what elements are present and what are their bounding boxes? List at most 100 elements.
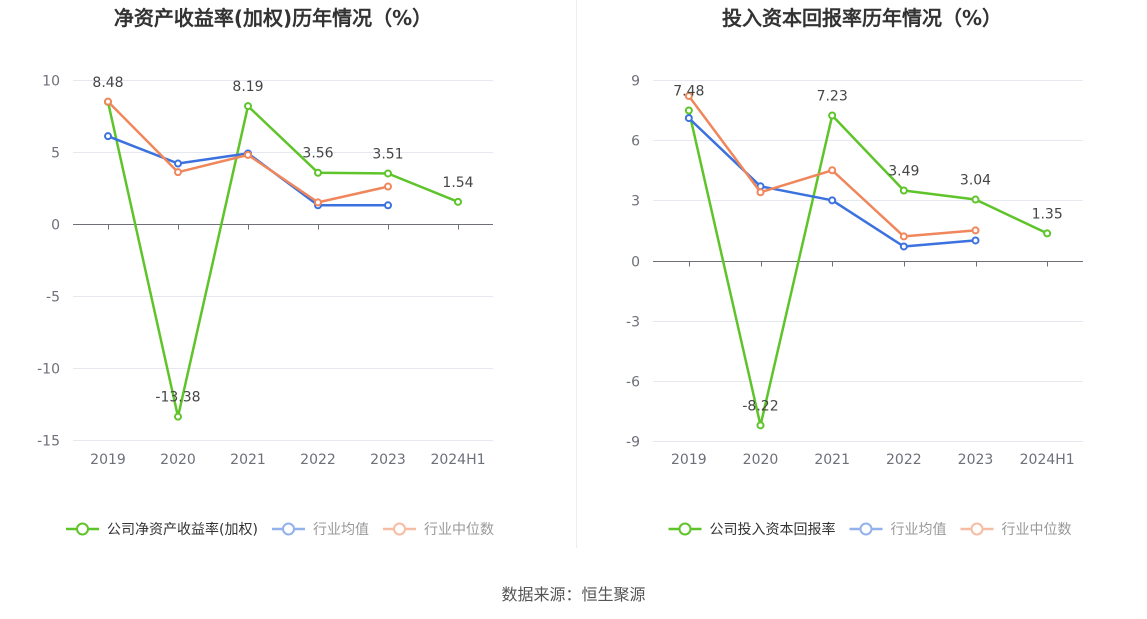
x-tick-label: 2022	[886, 452, 922, 468]
x-tick-label: 2020	[743, 452, 779, 468]
legend-marker	[970, 522, 984, 536]
data-point	[971, 195, 980, 204]
legend-item[interactable]: 公司投入资本回报率	[668, 521, 836, 538]
legend-label: 行业均值	[313, 522, 369, 538]
legend-marker	[393, 522, 406, 536]
data-point	[756, 421, 765, 430]
legend-line-marker-icon	[960, 522, 994, 536]
series-group	[684, 92, 980, 241]
x-tick-label: 2021	[230, 452, 266, 468]
y-tick-label: 0	[631, 255, 640, 271]
y-tick-label: -5	[46, 290, 60, 306]
data-point	[756, 188, 765, 197]
source-note: 数据来源：恒生聚源	[501, 585, 646, 604]
legend-line-marker-icon	[668, 522, 702, 536]
legend-item[interactable]: 行业均值	[849, 522, 947, 538]
x-tick-label: 2021	[814, 452, 850, 468]
legend-line-marker-icon	[66, 522, 99, 536]
data-point	[384, 182, 392, 191]
chart-panel-1: 投入资本回报率历年情况（%） 9 6 3 0 -3 -6 -9 2019 2020 2021 2022…	[626, 6, 1083, 538]
data-label: 3.51	[372, 146, 403, 162]
data-point	[244, 150, 252, 159]
x-tick-label: 2023	[958, 452, 994, 468]
data-label: 8.19	[232, 79, 263, 95]
data-point	[384, 169, 392, 178]
y-tick-label: 0	[51, 218, 60, 234]
data-point	[684, 92, 693, 101]
y-tick-label: 5	[51, 146, 60, 162]
chart-title: 投入资本回报率历年情况（%）	[722, 6, 1002, 30]
data-point	[454, 197, 462, 206]
data-label: 3.49	[888, 164, 919, 180]
data-label: -8.22	[742, 398, 778, 414]
legend-item[interactable]: 公司净资产收益率(加权)	[66, 521, 258, 538]
series-group	[684, 114, 980, 251]
legend-item[interactable]: 行业中位数	[960, 522, 1072, 538]
data-point	[971, 226, 980, 235]
legend-label: 公司净资产收益率(加权)	[107, 521, 258, 538]
chart-panel-0: 净资产收益率(加权)历年情况（%） 10 5 0 -5 -10 -15 2019 2020 202…	[37, 6, 494, 538]
data-point	[971, 236, 980, 245]
chart-title: 净资产收益率(加权)历年情况（%）	[114, 6, 432, 30]
data-point	[104, 97, 112, 106]
y-tick-label: -15	[37, 434, 60, 450]
legend: 公司净资产收益率(加权) 行业均值 行业中位数	[66, 521, 494, 538]
legend-label: 行业均值	[891, 522, 947, 538]
data-point	[899, 186, 908, 195]
series-line	[106, 101, 459, 418]
data-label: 7.23	[817, 88, 848, 104]
legend-marker	[76, 522, 89, 536]
y-tick-label: 10	[42, 74, 60, 90]
y-tick-label: -6	[626, 375, 640, 391]
legend-line-marker-icon	[383, 522, 416, 536]
series-group	[684, 106, 1052, 430]
data-point	[244, 102, 252, 111]
data-point	[828, 166, 837, 175]
data-label: 1.35	[1032, 206, 1063, 222]
x-tick-label: 2024H1	[1020, 452, 1075, 468]
series-group	[104, 97, 392, 207]
data-point	[899, 232, 908, 241]
y-tick-label: 9	[631, 74, 640, 90]
series-group	[104, 97, 462, 421]
x-tick-label: 2022	[300, 452, 336, 468]
data-point	[174, 412, 182, 421]
legend-line-marker-icon	[849, 522, 883, 536]
data-label: 8.48	[92, 75, 123, 91]
legend-marker	[678, 522, 692, 536]
data-point	[828, 196, 837, 205]
legend: 公司投入资本回报率 行业均值 行业中位数	[668, 521, 1072, 538]
data-point	[174, 168, 182, 177]
legend-label: 行业中位数	[1002, 522, 1072, 538]
data-label: 1.54	[442, 175, 473, 191]
data-point	[828, 111, 837, 120]
data-point	[1043, 229, 1052, 238]
data-point	[314, 168, 322, 177]
data-label: -13.38	[155, 390, 200, 406]
data-point	[684, 114, 693, 123]
legend-marker	[282, 522, 295, 536]
x-tick-label: 2024H1	[430, 452, 485, 468]
y-tick-label: 3	[631, 194, 640, 210]
x-tick-label: 2019	[90, 452, 126, 468]
data-label: 7.48	[673, 83, 704, 99]
x-tick-label: 2023	[370, 452, 406, 468]
x-tick-label: 2020	[160, 452, 196, 468]
series-group	[104, 132, 392, 210]
data-label: 3.04	[960, 173, 991, 189]
data-point	[899, 242, 908, 251]
legend-label: 行业中位数	[424, 522, 494, 538]
y-tick-label: -9	[626, 435, 640, 451]
legend-item[interactable]: 行业中位数	[383, 522, 494, 538]
series-line	[687, 117, 976, 248]
data-point	[684, 106, 693, 115]
series-line	[687, 110, 1048, 427]
legend-line-marker-icon	[272, 522, 305, 536]
legend-item[interactable]: 行业均值	[272, 522, 369, 538]
x-tick-label: 2019	[671, 452, 707, 468]
y-tick-label: -10	[37, 362, 60, 378]
data-point	[314, 198, 322, 207]
data-point	[174, 159, 182, 168]
y-tick-label: -3	[626, 315, 640, 331]
